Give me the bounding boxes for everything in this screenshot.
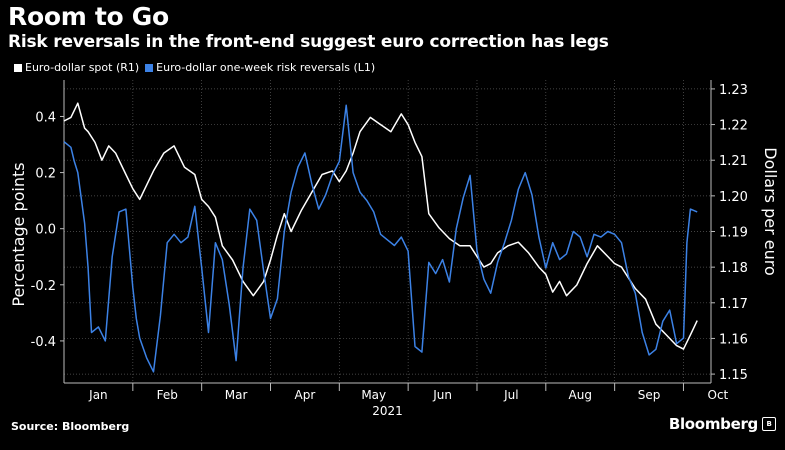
legend-label-risk-reversals: Euro-dollar one-week risk reversals (L1) xyxy=(156,61,376,74)
legend-item-risk-reversals: Euro-dollar one-week risk reversals (L1) xyxy=(145,61,375,74)
y-axis-left-title: Percentage points xyxy=(9,162,28,306)
y-left-tick-label: -0.2 xyxy=(31,279,56,294)
y-right-tick-label: 1.22 xyxy=(719,119,748,134)
brand-name: Bloomberg xyxy=(668,415,758,433)
legend-item-spot: Euro-dollar spot (R1) xyxy=(14,61,139,74)
y-left-tick-label: 0.2 xyxy=(35,167,56,182)
source-note: Source: Bloomberg xyxy=(11,420,130,433)
series-line-risk-reversals xyxy=(63,104,698,373)
y-right-tick-label: 1.19 xyxy=(719,226,748,241)
y-left-tick-label: -0.4 xyxy=(31,335,56,350)
x-tick-label: Sep xyxy=(638,388,661,402)
x-tick-label: Feb xyxy=(157,388,178,402)
legend-label-spot: Euro-dollar spot (R1) xyxy=(25,61,140,74)
x-tick-label: May xyxy=(361,388,386,402)
x-axis-year-label: 2021 xyxy=(372,404,403,418)
y-right-tick-label: 1.20 xyxy=(719,190,748,205)
y-right-tick-label: 1.21 xyxy=(719,154,748,169)
y-axis-right-title: Dollars per euro xyxy=(761,147,780,275)
x-tick-label: Jul xyxy=(503,388,518,402)
brand-badge-icon: B xyxy=(762,417,776,431)
chart-title: Room to Go xyxy=(8,2,169,31)
y-right-tick-label: 1.18 xyxy=(719,261,748,276)
y-right-tick-label: 1.16 xyxy=(719,332,748,347)
brand-logo: Bloomberg B xyxy=(669,415,776,433)
y-right-tick-label: 1.15 xyxy=(719,368,748,383)
chart-subtitle: Risk reversals in the front-end suggest … xyxy=(8,32,609,52)
legend: Euro-dollar spot (R1) Euro-dollar one-we… xyxy=(14,61,375,74)
y-left-tick-label: 0.0 xyxy=(35,223,56,238)
y-left-tick-label: 0.4 xyxy=(35,110,56,125)
x-tick-label: Oct xyxy=(708,388,729,402)
x-tick-label: Jan xyxy=(88,388,108,402)
x-tick-label: Mar xyxy=(225,388,248,402)
series-line-spot xyxy=(63,102,698,350)
y-right-tick-label: 1.17 xyxy=(719,297,748,312)
legend-swatch-spot xyxy=(14,63,22,72)
x-tick-label: Aug xyxy=(569,388,592,402)
y-right-tick-label: 1.23 xyxy=(719,83,748,98)
x-tick-label: Jun xyxy=(432,388,452,402)
legend-swatch-risk-reversals xyxy=(145,63,154,72)
x-tick-label: Apr xyxy=(295,388,316,402)
